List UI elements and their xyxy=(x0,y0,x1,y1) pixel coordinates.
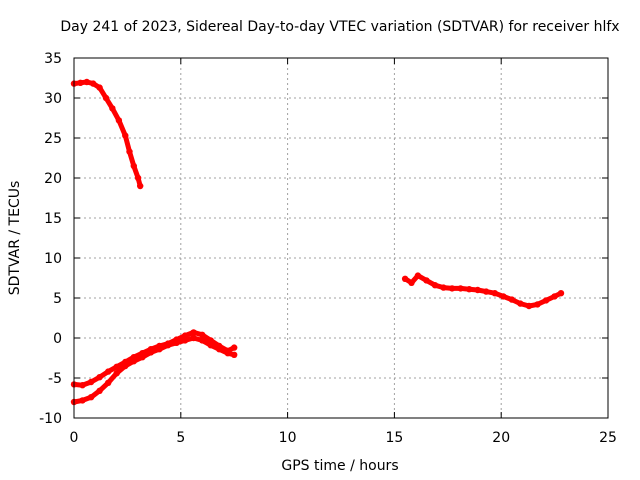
data-point xyxy=(466,286,473,293)
data-point xyxy=(557,290,565,297)
y-tick-label: -10 xyxy=(39,411,62,427)
data-point xyxy=(440,284,447,291)
data-layer xyxy=(70,78,565,406)
y-tick-label: 35 xyxy=(44,51,62,67)
chart-title: Day 241 of 2023, Sidereal Day-to-day VTE… xyxy=(60,19,619,35)
data-point xyxy=(79,382,86,389)
data-point xyxy=(199,331,206,338)
x-tick-label: 10 xyxy=(279,430,297,446)
data-point xyxy=(113,370,120,377)
data-point xyxy=(102,94,110,102)
axis-ticks: 0 5 10 15 20 25 -10 -5 0 5 10 15 20 25 30 35 xyxy=(39,51,617,446)
data-point xyxy=(534,301,541,308)
y-tick-label: 25 xyxy=(44,131,62,147)
data-point xyxy=(96,84,103,91)
data-point xyxy=(508,296,516,303)
x-tick-label: 25 xyxy=(599,430,617,446)
data-point xyxy=(130,162,137,170)
data-point xyxy=(408,279,415,286)
data-point xyxy=(414,272,422,279)
data-point xyxy=(517,300,524,307)
data-point xyxy=(423,277,430,284)
data-point xyxy=(122,358,129,366)
data-point xyxy=(224,347,231,354)
x-tick-label: 15 xyxy=(385,430,403,446)
x-tick-label: 0 xyxy=(70,430,79,446)
data-point xyxy=(130,354,137,361)
x-tick-label: 20 xyxy=(492,430,510,446)
y-tick-label: 15 xyxy=(44,211,62,227)
y-axis-label: SDTVAR / TECUs xyxy=(7,181,23,296)
data-point xyxy=(401,275,409,282)
data-point xyxy=(137,182,144,190)
data-point xyxy=(181,332,189,339)
x-axis-label: GPS time / hours xyxy=(281,458,398,474)
data-point xyxy=(164,340,172,347)
data-point xyxy=(207,337,214,344)
data-point xyxy=(231,351,238,358)
data-point xyxy=(525,302,533,310)
data-point xyxy=(113,363,120,370)
data-point xyxy=(134,174,142,182)
data-point xyxy=(474,286,481,294)
y-tick-label: -5 xyxy=(48,371,62,387)
data-point xyxy=(105,368,112,375)
y-tick-label: 20 xyxy=(44,171,62,187)
data-point xyxy=(216,342,223,350)
data-point xyxy=(147,346,155,353)
data-point xyxy=(431,282,439,289)
data-point xyxy=(122,132,129,139)
data-point xyxy=(457,285,464,292)
data-point xyxy=(87,378,95,386)
data-point xyxy=(190,334,197,342)
data-point xyxy=(126,148,133,155)
y-tick-label: 0 xyxy=(53,331,62,347)
data-point xyxy=(448,285,456,292)
data-point xyxy=(77,79,84,87)
data-point xyxy=(542,297,550,304)
data-point xyxy=(79,397,86,404)
data-point xyxy=(173,336,180,343)
plot-frame xyxy=(73,57,609,419)
data-point xyxy=(491,290,498,297)
data-point xyxy=(483,288,490,295)
data-point xyxy=(87,394,95,401)
grid xyxy=(74,58,608,418)
data-point xyxy=(500,293,507,300)
data-point xyxy=(115,117,123,124)
data-point xyxy=(231,344,238,351)
y-tick-label: 30 xyxy=(44,91,62,107)
data-point xyxy=(90,80,97,87)
data-point xyxy=(83,78,91,86)
y-tick-label: 10 xyxy=(44,251,62,267)
data-point xyxy=(109,105,116,112)
data-point xyxy=(96,374,103,381)
data-point xyxy=(96,387,103,394)
data-point xyxy=(156,342,163,350)
data-point xyxy=(551,293,558,300)
y-tick-label: 5 xyxy=(53,291,62,307)
x-tick-label: 5 xyxy=(176,430,185,446)
data-point xyxy=(139,350,146,357)
data-point xyxy=(190,329,197,336)
data-point xyxy=(105,379,112,386)
